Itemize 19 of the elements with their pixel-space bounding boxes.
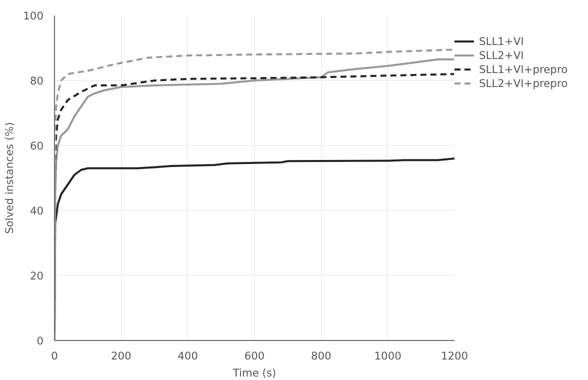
x-axis-title: Time (s) (232, 366, 276, 380)
y-tick-label: 100 (23, 10, 44, 22)
x-tick-label: 1200 (440, 350, 468, 362)
legend-label: SLL1+VI+prepro (479, 62, 568, 76)
y-tick-label: 80 (30, 74, 44, 88)
legend-label: SLL1+VI (479, 34, 524, 48)
x-tick-label: 200 (110, 350, 132, 362)
x-tick-label: 400 (178, 350, 198, 362)
x-tick-label: 800 (310, 350, 332, 362)
legend-label: SLL2+VI (479, 48, 524, 62)
x-tick-label: 600 (244, 350, 265, 362)
legend-label: SLL2+VI+prepro (479, 76, 568, 90)
y-tick-label: 40 (30, 204, 44, 218)
y-tick-label: 20 (30, 270, 44, 282)
x-tick-label: 1000 (374, 350, 402, 362)
y-tick-label: 0 (36, 334, 44, 348)
y-axis-title: Solved instances (%) (3, 122, 16, 234)
x-tick-label: 0 (51, 350, 58, 362)
y-tick-label: 60 (30, 140, 44, 152)
